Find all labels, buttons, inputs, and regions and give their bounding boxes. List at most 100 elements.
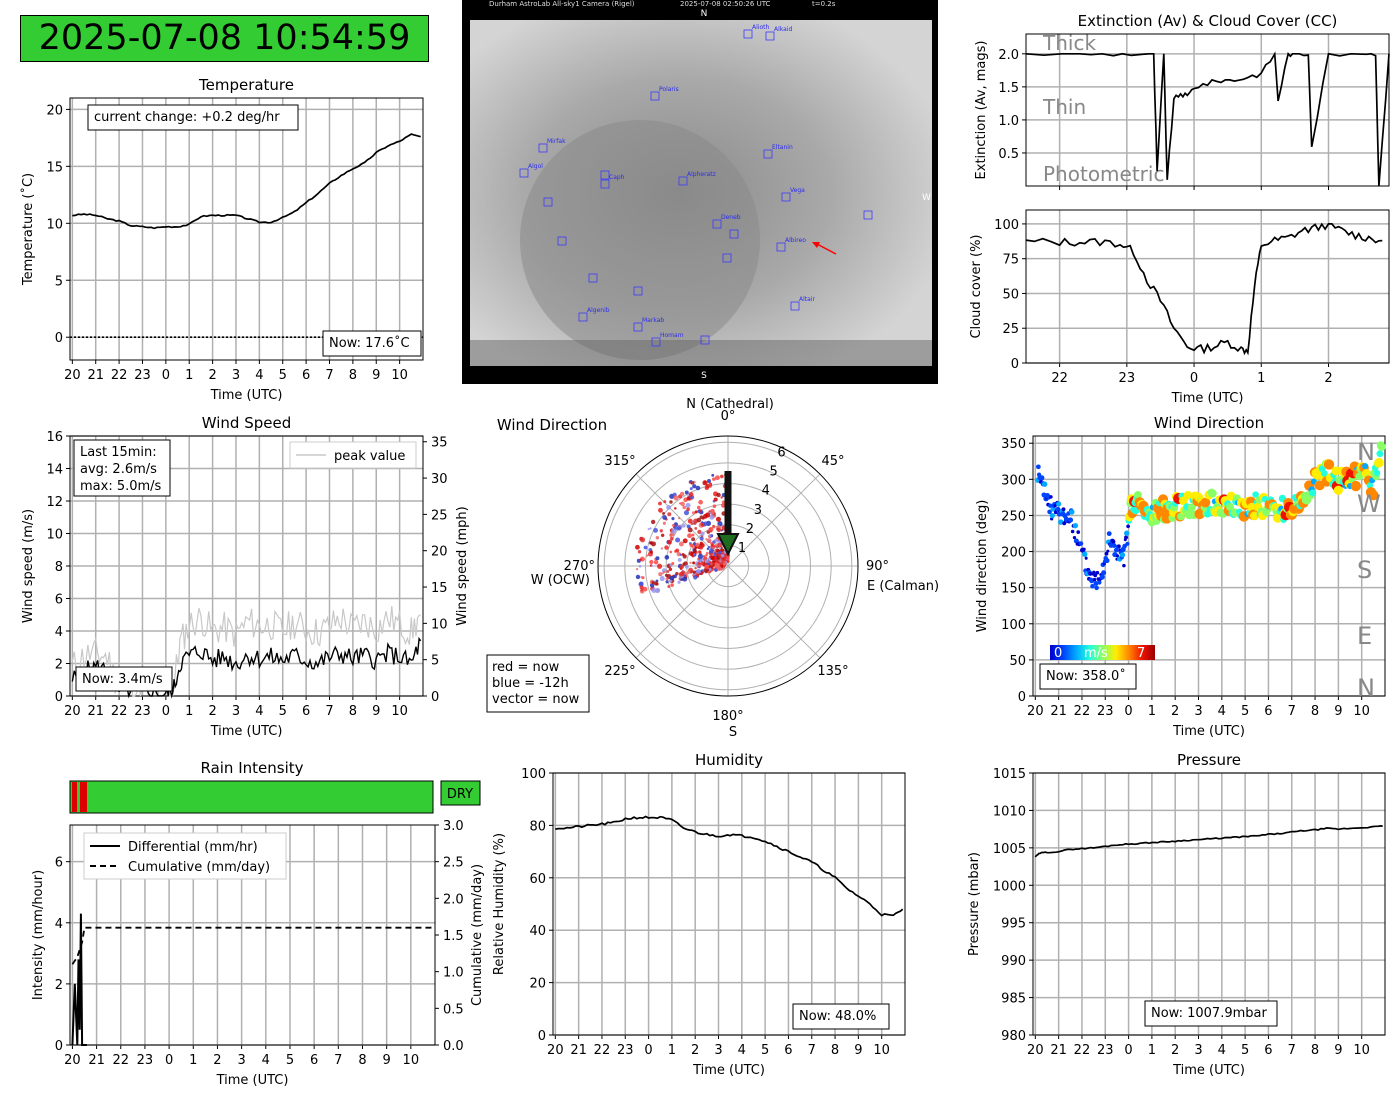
- y-tick-label: 980: [1001, 1029, 1026, 1044]
- x-tick-label: 1: [668, 1043, 676, 1058]
- camera-caption-left: Durham AstroLab All-sky1 Camera (Rigel): [489, 0, 635, 8]
- x-axis-label: Time (UTC): [210, 388, 283, 403]
- x-axis-label: Time (UTC): [216, 1073, 289, 1088]
- wind-direction-point: [1355, 472, 1364, 481]
- legend-entry: blue = -12h: [492, 676, 569, 691]
- wind-observation-point: [665, 577, 669, 581]
- y-tick-label: 10: [46, 217, 63, 232]
- wind-observation-point: [680, 564, 685, 569]
- x-tick-label: 23: [1097, 704, 1114, 719]
- wind-observation-point: [697, 559, 700, 562]
- y-tick-label: 4: [55, 625, 63, 640]
- wind-observation-point: [701, 521, 704, 524]
- chart-title: Pressure: [1177, 751, 1241, 769]
- wind-observation-point: [695, 542, 700, 547]
- annotation-last-15min: max: 5.0m/s: [80, 479, 162, 494]
- x-tick-label: 20: [64, 368, 81, 383]
- y-tick-label: 0: [55, 331, 63, 346]
- y-right-tick-label: 5: [431, 654, 439, 669]
- star-marker: [765, 31, 775, 41]
- chart-title: Wind Direction: [1154, 414, 1264, 432]
- x-tick-label: 2: [1171, 704, 1179, 719]
- wind-observation-point: [673, 495, 679, 501]
- star-marker: [743, 29, 753, 39]
- angular-grid-line: [727, 473, 821, 567]
- star-marker: [863, 210, 873, 220]
- wind-observation-point: [666, 505, 671, 510]
- y-tick-label: 985: [1001, 992, 1026, 1007]
- wind-direction-point: [1092, 570, 1096, 575]
- wind-direction-point: [1049, 513, 1055, 519]
- x-tick-label: 20: [547, 1043, 564, 1058]
- y-right-tick-label: 0.5: [443, 1002, 464, 1017]
- star-label: Mirfak: [547, 138, 566, 145]
- chart-title: Rain Intensity: [200, 759, 303, 777]
- wind-direction-time-chart: 20 21 22 23 0 1 2 3 4 5 6 7 8 9 1005010015020025030035…: [975, 414, 1386, 739]
- star-marker: [781, 192, 791, 202]
- y-tick-label: 20: [46, 103, 63, 118]
- x-tick-label: 0: [1124, 704, 1132, 719]
- wind-observation-point: [702, 480, 708, 486]
- wind-observation-point: [649, 583, 655, 588]
- wind-observation-point: [646, 554, 649, 557]
- star-marker: [650, 91, 660, 101]
- annotation-now: Now: 48.0%: [799, 1009, 876, 1024]
- x-axis-label: Time (UTC): [1171, 391, 1244, 406]
- wind-observation-point: [649, 559, 654, 565]
- x-tick-label: 10: [391, 368, 408, 383]
- compass-label: N: [1357, 438, 1375, 466]
- x-tick-label: 3: [237, 1053, 245, 1068]
- wind-observation-point: [691, 511, 696, 515]
- wind-direction-point: [1376, 450, 1384, 458]
- wind-observation-point: [658, 572, 663, 577]
- y-tick-label: 100: [521, 767, 546, 782]
- polar-frame: [597, 435, 859, 697]
- compass-label: E: [1357, 622, 1372, 650]
- angle-label: 180°: [712, 709, 743, 724]
- star-label: Deneb: [721, 214, 741, 221]
- x-tick-label: 23: [134, 368, 151, 383]
- colorbar-min: 0: [1054, 646, 1062, 661]
- wind-direction-point: [1073, 538, 1079, 544]
- star-label: Caph: [609, 174, 625, 181]
- wind-observation-point: [653, 559, 659, 565]
- x-tick-label: 10: [1353, 1043, 1370, 1058]
- rain-event-marker: [84, 782, 87, 812]
- chart-title: Wind Direction: [497, 416, 607, 434]
- x-tick-label: 7: [1288, 704, 1296, 719]
- wind-observation-point: [671, 561, 675, 566]
- wind-observation-point: [691, 537, 696, 542]
- x-tick-label: 8: [349, 704, 357, 719]
- wind-observation-point: [707, 545, 711, 549]
- wind-observation-point: [679, 502, 682, 505]
- wind-observation-point: [689, 487, 693, 491]
- wind-observation-point: [715, 475, 720, 481]
- wind-observation-point: [672, 523, 675, 527]
- x-tick-label: 9: [372, 704, 380, 719]
- x-tick-label: 1: [185, 704, 193, 719]
- x-tick-label: 5: [761, 1043, 769, 1058]
- y-axis-label: Pressure (mbar): [967, 852, 982, 956]
- x-tick-label: 9: [854, 1043, 862, 1058]
- wind-observation-point: [686, 570, 691, 575]
- star-marker: [729, 229, 739, 239]
- wind-observation-point: [677, 557, 682, 562]
- wind-direction-point: [1088, 571, 1093, 576]
- compass-label: S: [1357, 556, 1372, 584]
- rain-status-badge: [440, 780, 481, 806]
- x-tick-label: 23: [137, 1053, 154, 1068]
- rain-event-marker: [72, 782, 77, 812]
- wind-observation-point: [665, 580, 669, 584]
- wind-observation-point: [684, 490, 689, 495]
- wind-observation-point: [699, 536, 704, 541]
- axes-frame: [1032, 435, 1386, 697]
- wind-observation-point: [689, 543, 694, 548]
- wind-direction-point: [1111, 539, 1116, 544]
- wind-observation-point: [639, 558, 643, 561]
- wind-observation-point: [641, 576, 645, 580]
- y-tick-label: 350: [1001, 437, 1026, 452]
- x-tick-label: 9: [1334, 704, 1342, 719]
- angular-grid-line: [635, 565, 729, 659]
- wind-direction-point: [1374, 457, 1384, 468]
